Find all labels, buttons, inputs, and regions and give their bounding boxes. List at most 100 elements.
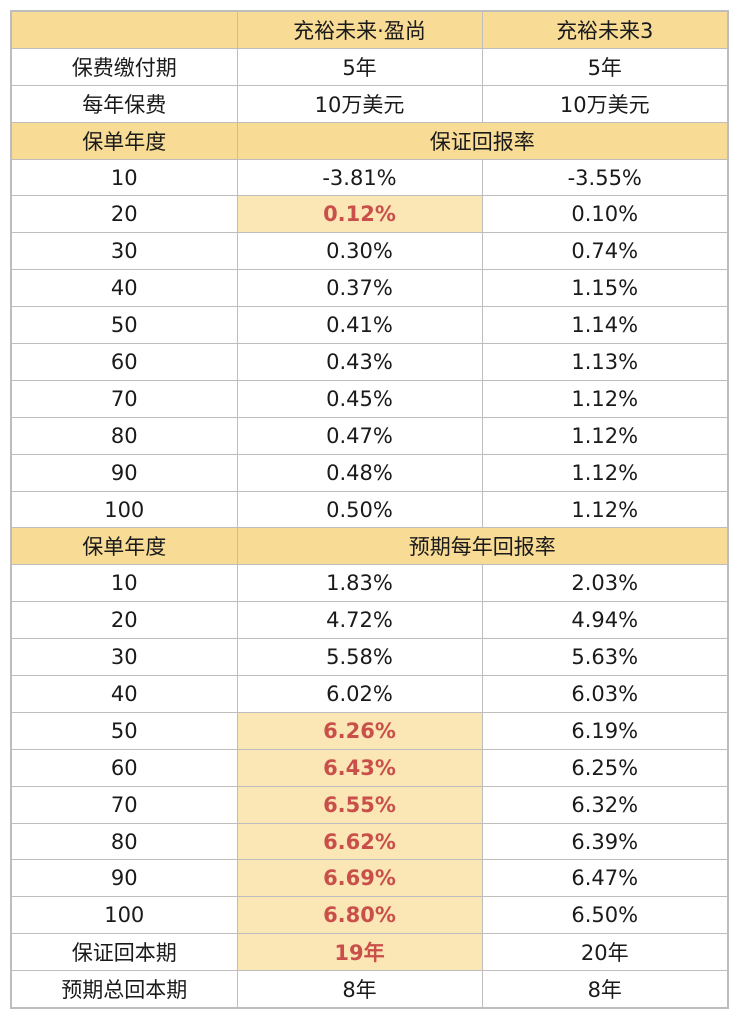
policy-year: 60: [10, 343, 238, 381]
table-row: 70 0.45% 1.12%: [10, 379, 729, 418]
table-row: 60 0.43% 1.13%: [10, 343, 729, 381]
table-row: 40 6.02% 6.03%: [10, 675, 729, 713]
policy-year: 80: [10, 416, 238, 455]
product-2-rate: 6.47%: [481, 859, 729, 898]
product-2-rate: 1.12%: [481, 453, 729, 492]
expected-breakeven-row: 预期总回本期 8年 8年: [10, 970, 729, 1009]
expected-section-header: 保单年度 预期每年回报率: [10, 527, 729, 566]
product-2-rate: 1.13%: [481, 343, 729, 381]
comparison-table: 充裕未来·盈尚 充裕未来3 保费缴付期 5年 5年 每年保费 10万美元 10万…: [10, 10, 729, 1010]
policy-year: 70: [10, 379, 238, 418]
product-1-value: 8年: [236, 970, 483, 1009]
policy-year: 80: [10, 822, 238, 861]
product-2-rate: 6.32%: [481, 785, 729, 824]
product-1-rate: -3.81%: [236, 158, 483, 197]
table-row: 60 6.43% 6.25%: [10, 748, 729, 787]
guaranteed-breakeven-row: 保证回本期 19年 20年: [10, 933, 729, 972]
table-row: 30 5.58% 5.63%: [10, 638, 729, 677]
policy-year: 10: [10, 564, 238, 603]
table-row: 50 6.26% 6.19%: [10, 711, 729, 750]
product-2-rate: 1.15%: [481, 269, 729, 308]
policy-year: 90: [10, 859, 238, 898]
section-title: 保证回报率: [236, 121, 729, 160]
row-label: 保证回本期: [10, 933, 238, 972]
product-2-rate: 4.94%: [481, 601, 729, 640]
table-row: 100 0.50% 1.12%: [10, 490, 729, 529]
product-1-rate-highlight: 6.62%: [236, 822, 483, 861]
policy-year: 20: [10, 195, 238, 234]
product-2-value: 10万美元: [481, 84, 729, 123]
product-1-rate: 1.83%: [236, 564, 483, 603]
table-row: 80 6.62% 6.39%: [10, 822, 729, 861]
product-2-rate: 6.39%: [481, 822, 729, 861]
product-1-rate: 0.48%: [236, 453, 483, 492]
header-row: 充裕未来·盈尚 充裕未来3: [10, 10, 729, 49]
table-row: 90 0.48% 1.12%: [10, 453, 729, 492]
table-row: 10 1.83% 2.03%: [10, 564, 729, 603]
section-year-label: 保单年度: [10, 527, 238, 566]
table-row: 10 -3.81% -3.55%: [10, 158, 729, 197]
product-1-value-highlight: 19年: [236, 933, 483, 972]
table-row: 90 6.69% 6.47%: [10, 859, 729, 898]
product-2-rate: 5.63%: [481, 638, 729, 677]
policy-year: 40: [10, 675, 238, 713]
product-1-rate: 0.41%: [236, 306, 483, 345]
annual-premium-row: 每年保费 10万美元 10万美元: [10, 84, 729, 123]
row-label: 预期总回本期: [10, 970, 238, 1009]
row-label: 保费缴付期: [10, 47, 238, 86]
policy-year: 70: [10, 785, 238, 824]
product-1-rate-highlight: 6.55%: [236, 785, 483, 824]
product-1-rate: 0.43%: [236, 343, 483, 381]
product-2-rate: 0.74%: [481, 232, 729, 271]
table-row: 40 0.37% 1.15%: [10, 269, 729, 308]
policy-year: 40: [10, 269, 238, 308]
table-row: 20 0.12% 0.10%: [10, 195, 729, 234]
section-title: 预期每年回报率: [236, 527, 729, 566]
product-2-rate: 1.14%: [481, 306, 729, 345]
product-1-rate-highlight: 6.80%: [236, 896, 483, 935]
policy-year: 100: [10, 896, 238, 935]
header-product-2: 充裕未来3: [481, 10, 729, 49]
payment-period-row: 保费缴付期 5年 5年: [10, 47, 729, 86]
product-2-rate: 0.10%: [481, 195, 729, 234]
table-row: 80 0.47% 1.12%: [10, 416, 729, 455]
row-label: 每年保费: [10, 84, 238, 123]
product-2-rate: 1.12%: [481, 379, 729, 418]
product-1-rate: 0.45%: [236, 379, 483, 418]
policy-year: 90: [10, 453, 238, 492]
table-row: 50 0.41% 1.14%: [10, 306, 729, 345]
product-1-rate: 0.37%: [236, 269, 483, 308]
product-1-rate-highlight: 6.43%: [236, 748, 483, 787]
guaranteed-section-header: 保单年度 保证回报率: [10, 121, 729, 160]
product-2-rate: 6.25%: [481, 748, 729, 787]
policy-year: 30: [10, 638, 238, 677]
product-2-value: 20年: [481, 933, 729, 972]
product-1-rate-highlight: 0.12%: [236, 195, 483, 234]
product-1-value: 10万美元: [236, 84, 483, 123]
table-row: 70 6.55% 6.32%: [10, 785, 729, 824]
product-2-value: 8年: [481, 970, 729, 1009]
policy-year: 100: [10, 490, 238, 529]
product-1-rate: 0.47%: [236, 416, 483, 455]
section-year-label: 保单年度: [10, 121, 238, 160]
product-1-rate: 4.72%: [236, 601, 483, 640]
header-product-1: 充裕未来·盈尚: [236, 10, 483, 49]
product-2-rate: 1.12%: [481, 490, 729, 529]
policy-year: 50: [10, 711, 238, 750]
policy-year: 30: [10, 232, 238, 271]
policy-year: 20: [10, 601, 238, 640]
product-2-rate: 6.19%: [481, 711, 729, 750]
product-2-rate: 6.03%: [481, 675, 729, 713]
policy-year: 10: [10, 158, 238, 197]
product-2-rate: -3.55%: [481, 158, 729, 197]
header-empty-cell: [10, 10, 238, 49]
product-2-rate: 6.50%: [481, 896, 729, 935]
comparison-table-container: 充裕未来·盈尚 充裕未来3 保费缴付期 5年 5年 每年保费 10万美元 10万…: [10, 10, 729, 1010]
product-1-rate-highlight: 6.69%: [236, 859, 483, 898]
product-1-rate: 0.50%: [236, 490, 483, 529]
product-1-rate: 6.02%: [236, 675, 483, 713]
table-row: 20 4.72% 4.94%: [10, 601, 729, 640]
product-1-value: 5年: [236, 47, 483, 86]
product-2-rate: 2.03%: [481, 564, 729, 603]
table-row: 100 6.80% 6.50%: [10, 896, 729, 935]
